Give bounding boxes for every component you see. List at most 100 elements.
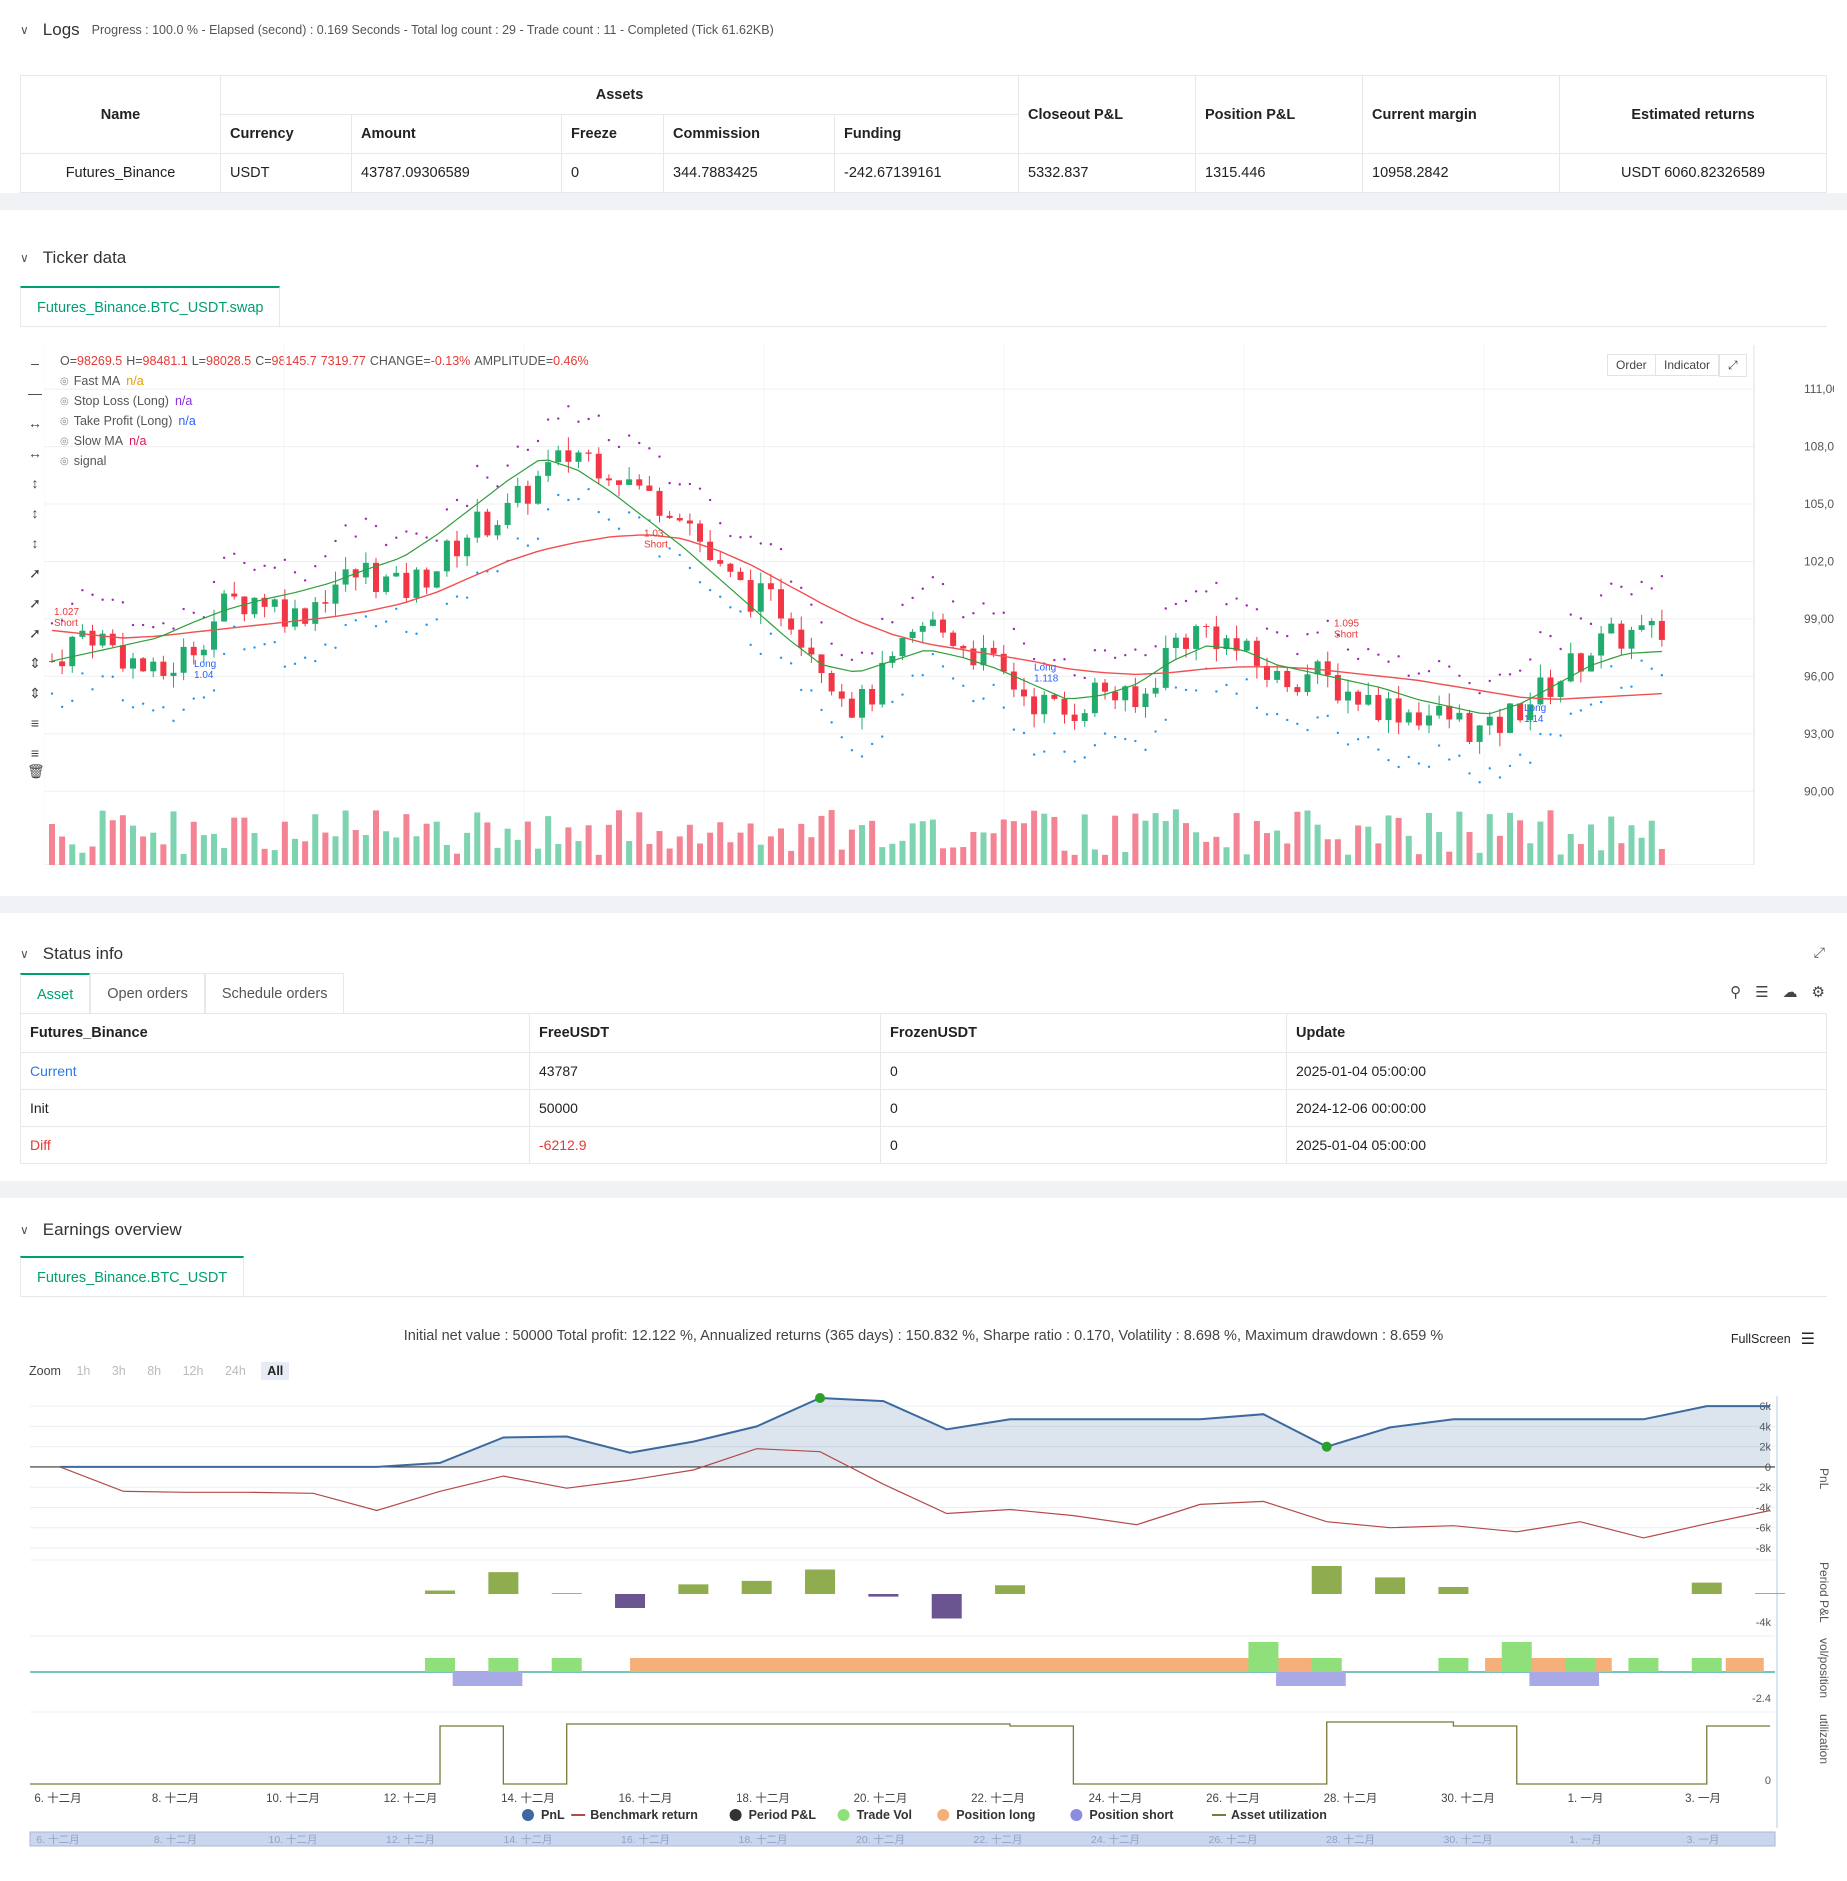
tab-schedule-orders[interactable]: Schedule orders [204,973,345,1013]
horizontal-line-icon[interactable]: — [28,385,42,401]
eye-icon[interactable]: ◎ [60,375,69,387]
candle-body [555,450,562,463]
measure-icon[interactable]: ≡ [30,745,40,761]
candle-body [636,479,643,486]
zoom-1h[interactable]: 1h [76,1364,91,1378]
target-dot [162,706,165,709]
tab-btc-usdt[interactable]: Futures_Binance.BTC_USDT [20,1256,245,1296]
volume-bar [1496,835,1503,865]
target-dot [425,623,428,626]
tab-asset[interactable]: Asset [20,973,91,1013]
trash-icon[interactable]: 🗑 [27,763,45,779]
navigator-tick: 24. 十二月 [1091,1833,1140,1846]
candlestick-chart[interactable]: 90,000.00 93,000.00 96,000.00 99,000.00 102,… [44,345,1834,865]
legend-label: Position long [956,1808,1035,1822]
fibonacci-icon[interactable]: ≡ [30,715,40,731]
candle-body [1638,625,1645,630]
volume-bar [697,843,703,865]
zoom-8h[interactable]: 8h [147,1364,162,1378]
target-dot [769,632,773,635]
stop-dot [435,539,438,542]
cloud-download-icon[interactable]: ☁ [1782,984,1798,1001]
navigator-tick: 6. 十二月 [36,1833,79,1846]
crosshair-icon[interactable]: – [31,355,39,371]
vertical-line-icon[interactable]: ↕ [31,475,39,491]
zoom-all[interactable]: All [261,1362,290,1380]
stop-dot [1063,658,1066,661]
trade-vol-bar [1248,1642,1279,1672]
eye-icon[interactable]: ◎ [60,435,69,447]
eye-icon[interactable]: ◎ [60,395,69,407]
search-icon[interactable]: ⚲ [1730,984,1742,1001]
chevron-down-icon[interactable]: ∨ [20,23,29,37]
candle-body [889,656,896,663]
logs-panel: ∨ Logs Progress : 100.0 % - Elapsed (sec… [0,0,1847,193]
cell-closeout: 5332.837 [1018,153,1196,193]
price-line-icon[interactable]: ➚ [29,625,41,641]
legend-value: n/a [178,414,196,428]
cell-frozen: 0 [880,1126,1287,1164]
eye-icon[interactable]: ◎ [60,455,69,467]
zoom-3h[interactable]: 3h [111,1364,126,1378]
target-dot [1518,753,1522,756]
period-bar [1375,1577,1406,1594]
legend-item[interactable]: ◎ Fast MA n/a [60,374,144,388]
candle-body [838,691,845,699]
volume-bar [1547,810,1554,865]
cell-commission: 344.7883425 [663,153,835,193]
stop-dot [719,522,722,525]
collapse-icon[interactable]: ⤢ [1813,944,1825,960]
extended-line-icon[interactable]: ↔ [28,445,42,461]
logs-table: Name Assets Closeout P&L Position P&L Cu… [20,75,1827,193]
volume-bar [312,814,319,865]
volume-bar [484,822,491,865]
candle-body [231,593,238,597]
zoom-24h[interactable]: 24h [224,1364,246,1378]
status-header[interactable]: ∨ Status info [20,944,123,964]
eye-icon[interactable]: ◎ [60,415,69,427]
fullscreen-control[interactable]: FullScreen ☰ [1731,1329,1815,1349]
chevron-down-icon[interactable]: ∨ [20,947,29,961]
fullscreen-button[interactable]: FullScreen [1730,1332,1791,1346]
chevron-down-icon[interactable]: ∨ [20,1223,29,1237]
indicator-button[interactable]: Indicator [1655,354,1720,376]
target-dot [516,537,519,540]
menu-icon[interactable]: ☰ [1755,984,1769,1001]
menu-icon[interactable]: ☰ [1800,1331,1815,1348]
earnings-header[interactable]: ∨ Earnings overview [20,1220,182,1240]
volume-bar [1628,825,1635,865]
ray-icon[interactable]: ↔ [28,415,42,431]
zoom-12h[interactable]: 12h [182,1364,204,1378]
order-button[interactable]: Order [1607,354,1656,376]
target-dot [536,537,540,540]
volume-bar [1081,814,1088,865]
candle-body [1496,716,1503,733]
tab-open-orders[interactable]: Open orders [90,973,205,1013]
tab-btc-swap[interactable]: Futures_Binance.BTC_USDT.swap [20,286,281,326]
vertical-ray-icon[interactable]: ↕ [31,535,39,551]
ohlc-o: 98269.5 [77,354,123,368]
parallel-channel-icon[interactable]: ⇕ [29,685,41,701]
stop-dot [1275,631,1279,634]
target-dot [597,510,600,514]
vertical-segment-icon[interactable]: ↕ [31,505,39,521]
legend-item[interactable]: ◎ Stop Loss (Long) n/a [60,394,192,408]
trend-ray-icon[interactable]: ➚ [29,595,41,611]
legend-item[interactable]: ◎ Take Profit (Long) n/a [60,414,196,428]
legend-item[interactable]: ◎ signal [60,454,112,468]
ticker-header[interactable]: ∨ Ticker data [20,248,126,268]
gear-icon[interactable]: ⚙ [1811,984,1825,1001]
expand-icon[interactable]: ⤢ [1719,354,1747,377]
volume-bar [99,810,106,865]
logs-header[interactable]: ∨ Logs Progress : 100.0 % - Elapsed (sec… [20,20,774,40]
price-channel-icon[interactable]: ⇕ [29,655,41,671]
candle-body [1537,677,1544,705]
chevron-down-icon[interactable]: ∨ [20,251,29,265]
trend-line-icon[interactable]: ➚ [29,565,41,581]
legend-item[interactable]: ◎ Slow MA n/a [60,434,146,448]
candle-body [950,632,957,646]
candle-body [1122,686,1129,701]
stop-dot [314,565,317,568]
candle-body [990,647,997,654]
